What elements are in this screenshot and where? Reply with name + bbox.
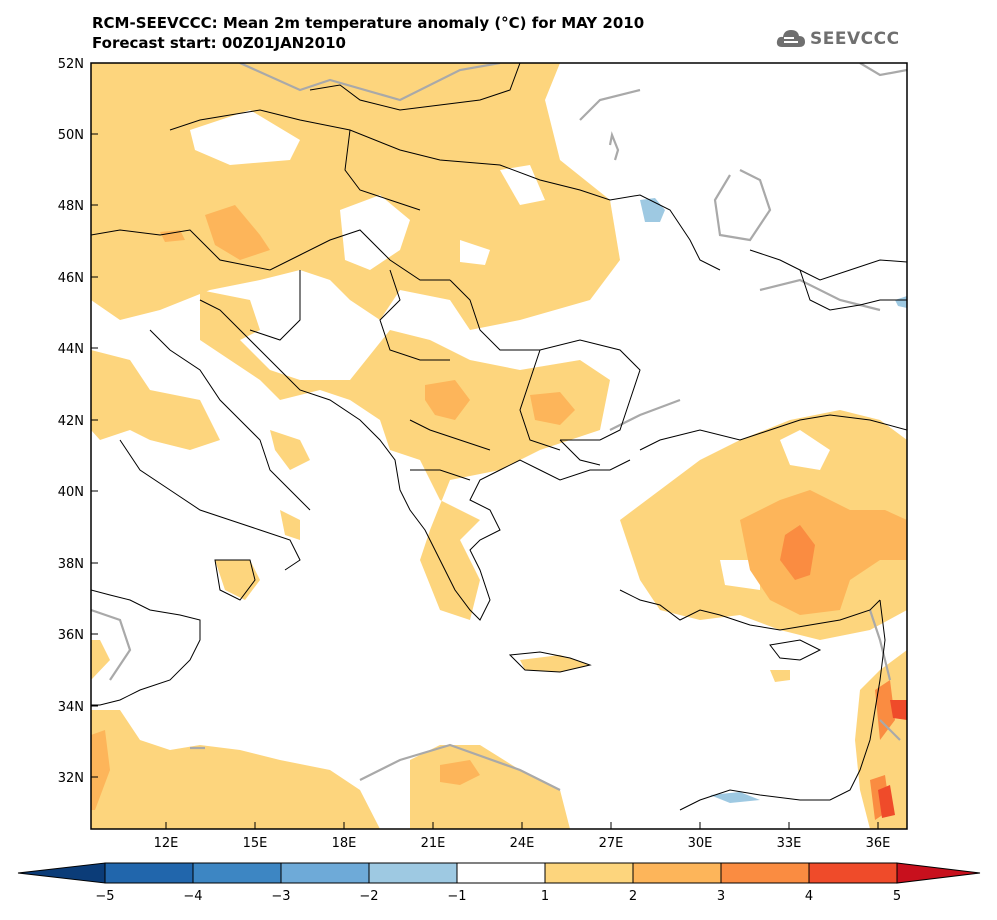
colorbar-arrow-high <box>896 862 981 884</box>
colorbar-label: −1 <box>447 889 466 904</box>
lat-label: 46N <box>58 271 84 286</box>
coastlines-and-borders <box>91 63 907 811</box>
map-area <box>91 63 907 829</box>
colorbar-label: −2 <box>359 889 378 904</box>
orography-contours <box>91 63 907 791</box>
seevccc-logo: SEEVCCC <box>776 24 900 54</box>
colorbar-cell <box>104 862 194 884</box>
colorbar-label: 2 <box>629 889 637 904</box>
lat-label: 42N <box>58 414 84 429</box>
map-title: RCM-SEEVCCC: Mean 2m temperature anomaly… <box>92 13 644 53</box>
lat-label: 40N <box>58 485 84 500</box>
colorbar-label: 3 <box>717 889 725 904</box>
lon-label: 21E <box>421 836 446 851</box>
lat-label: 38N <box>58 557 84 572</box>
colorbar: −5 −4 −3 −2 −1 1 2 3 4 5 <box>17 862 981 904</box>
lat-label: 32N <box>58 771 84 786</box>
map-frame <box>90 62 908 830</box>
colorbar-cell <box>632 862 722 884</box>
anomaly-gap-areas <box>190 63 907 590</box>
colorbar-cell <box>544 862 634 884</box>
colorbar-arrow-low <box>17 862 106 884</box>
title-line-1: RCM-SEEVCCC: Mean 2m temperature anomaly… <box>92 14 645 32</box>
lon-label: 24E <box>510 836 535 851</box>
colorbar-label: 4 <box>805 889 813 904</box>
colorbar-cell <box>192 862 282 884</box>
colorbar-cell <box>280 862 370 884</box>
lon-label: 18E <box>332 836 357 851</box>
lat-label: 34N <box>58 700 84 715</box>
colorbar-label: −4 <box>183 889 202 904</box>
lon-label: 15E <box>243 836 268 851</box>
lon-label: 12E <box>154 836 179 851</box>
cloud-icon <box>776 30 805 47</box>
longitude-axis: 12E 15E 18E 21E 24E 27E 30E 33E 36E <box>154 822 891 851</box>
lon-label: 33E <box>777 836 802 851</box>
lon-label: 36E <box>866 836 891 851</box>
colorbar-cell <box>808 862 898 884</box>
anomaly-2-3-fields <box>91 205 907 810</box>
colorbar-cell <box>456 862 546 884</box>
lat-label: 48N <box>58 199 84 214</box>
colorbar-label: −3 <box>271 889 290 904</box>
colorbar-cell <box>720 862 810 884</box>
lat-label: 44N <box>58 342 84 357</box>
logo-text: SEEVCCC <box>810 29 900 49</box>
lat-label: 36N <box>58 628 84 643</box>
lon-label: 27E <box>599 836 624 851</box>
colorbar-cell <box>368 862 458 884</box>
title-line-2: Forecast start: 00Z01JAN2010 <box>92 34 346 52</box>
colorbar-label: 1 <box>541 889 549 904</box>
colorbar-label: −5 <box>95 889 114 904</box>
lon-label: 30E <box>688 836 713 851</box>
lat-label: 52N <box>58 57 84 72</box>
anomaly-4-5-fields <box>878 700 907 818</box>
latitude-axis: 52N 50N 48N 46N 44N 42N 40N 38N 36N 34N … <box>58 57 98 786</box>
lat-label: 50N <box>58 128 84 143</box>
colorbar-label: 5 <box>893 889 901 904</box>
